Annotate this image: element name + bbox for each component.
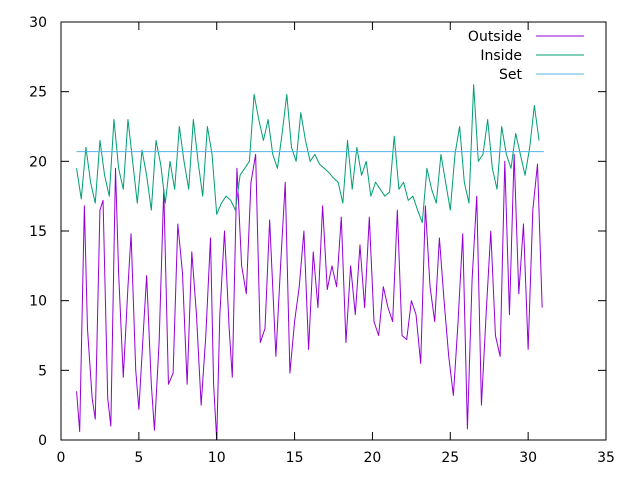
y-tick-label: 5 [38,363,47,379]
ticks-layer: 0 5 10 15 20 25 30 35 0 5 10 15 20 25 30 [29,15,615,466]
series-line-outside [76,153,543,441]
y-tick-label: 0 [38,433,47,449]
x-tick-label: 0 [57,450,66,466]
y-tick-label: 10 [29,294,47,310]
y-tick-label: 25 [29,85,47,101]
x-tick-label: 20 [364,450,382,466]
x-tick-label: 10 [208,450,226,466]
y-tick-label: 30 [29,15,47,31]
x-tick-label: 15 [286,450,304,466]
legend-label-outside: Outside [468,29,522,45]
x-tick-label: 35 [597,450,615,466]
x-tick-label: 30 [519,450,537,466]
x-tick-label: 5 [134,450,143,466]
series-layer [76,84,544,441]
y-tick-label: 15 [29,224,47,240]
legend-label-inside: Inside [480,48,522,64]
legend-label-set: Set [499,67,523,83]
legend: Outside Inside Set [468,29,584,83]
x-tick-label: 25 [441,450,459,466]
series-line-inside [76,84,540,224]
y-tick-label: 20 [29,154,47,170]
